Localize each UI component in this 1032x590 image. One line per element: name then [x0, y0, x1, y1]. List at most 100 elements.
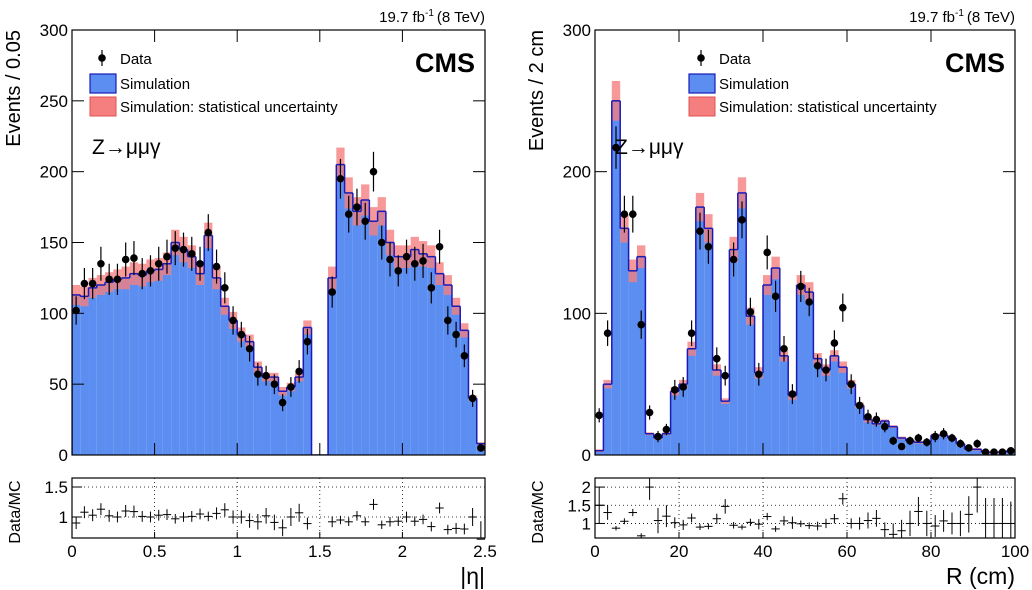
- simulation-bar: [830, 355, 839, 455]
- data-point: [386, 255, 394, 264]
- lumi-sup: -1: [425, 8, 434, 19]
- y-tick-label: 0: [582, 446, 591, 465]
- simulation-bar: [195, 273, 205, 455]
- data-point: [797, 282, 805, 291]
- simulation-bar: [712, 370, 721, 455]
- data-point: [662, 425, 671, 434]
- legend-label: Data: [719, 51, 751, 68]
- data-point: [419, 257, 427, 265]
- simulation-bar: [171, 242, 180, 455]
- simulation-bar: [402, 256, 411, 455]
- simulation-bar: [96, 285, 106, 455]
- data-point: [410, 259, 419, 268]
- simulation-bar: [361, 200, 370, 455]
- data-point: [72, 306, 80, 315]
- simulation-bar: [805, 292, 814, 455]
- data-point: [939, 429, 948, 438]
- simulation-bar: [80, 296, 89, 455]
- ratio-frame: [71, 477, 486, 539]
- simulation-bar: [838, 367, 847, 455]
- data-point: [303, 337, 312, 346]
- simulation-bar: [427, 256, 436, 455]
- simulation-bar: [138, 275, 147, 455]
- ratio-frame: [594, 477, 1016, 539]
- simulation-bar: [679, 384, 688, 455]
- data-point: [468, 394, 477, 403]
- x-tick-label: 20: [670, 542, 689, 561]
- data-point: [755, 370, 763, 379]
- data-point: [847, 380, 855, 388]
- lumi-energy: (8 TeV): [967, 9, 1015, 26]
- simulation-bar: [670, 391, 679, 455]
- simulation-bar: [796, 285, 805, 455]
- y-tick-label: 300: [40, 21, 68, 40]
- data-point: [154, 259, 163, 268]
- simulation-bar: [352, 211, 362, 455]
- data-point: [212, 262, 221, 271]
- simulation-bar: [973, 449, 982, 455]
- simulation-bar: [286, 387, 296, 455]
- data-point: [254, 370, 262, 379]
- simulation-bar: [922, 442, 931, 455]
- legend-uncertainty: [688, 96, 716, 117]
- simulation-bar: [704, 228, 713, 455]
- data-point: [196, 259, 204, 268]
- data-point: [278, 398, 287, 407]
- legend-label: Simulation: statistical uncertainty: [120, 99, 338, 116]
- simulation-bar: [336, 164, 345, 455]
- simulation-bar: [377, 211, 386, 455]
- simulation-bar: [872, 423, 881, 455]
- data-point: [990, 448, 998, 455]
- data-point: [822, 366, 830, 374]
- legend-label: Simulation: [719, 76, 789, 93]
- data-point: [872, 415, 881, 424]
- x-tick-label: 40: [754, 542, 773, 561]
- annotation: Z→μμγ: [92, 136, 161, 159]
- data-point: [855, 401, 864, 410]
- plot-frame: [594, 29, 1016, 456]
- lumi-label: 19.7 fb-1 (8 TeV): [379, 8, 485, 26]
- data-point: [805, 298, 813, 306]
- logo: CMS: [415, 48, 475, 78]
- data-point: [336, 174, 345, 183]
- data-point: [262, 371, 270, 380]
- legend-data-marker: [98, 54, 106, 62]
- data-point: [171, 244, 180, 252]
- x-tick-label: 2: [398, 542, 407, 561]
- data-point: [229, 316, 237, 325]
- data-point: [221, 284, 229, 292]
- data-point: [452, 330, 460, 339]
- data-point: [704, 242, 713, 251]
- data-point: [981, 448, 990, 455]
- simulation-bar: [146, 270, 155, 455]
- simulation-bar: [261, 377, 271, 455]
- simulation-bar: [880, 421, 889, 455]
- simulation-bar: [328, 277, 337, 455]
- ratio-area: [598, 478, 1012, 538]
- simulation-bar: [821, 370, 831, 455]
- ratio-y-tick-label: 1.5: [44, 478, 68, 497]
- x-tick-label: 0: [67, 542, 76, 561]
- data-point: [746, 308, 755, 316]
- y-axis-title: Events / 0.05: [3, 30, 25, 147]
- simulation-bar: [653, 438, 663, 455]
- x-tick-label: 0.5: [143, 542, 167, 561]
- data-point: [435, 242, 444, 251]
- data-point: [353, 203, 361, 211]
- data-point: [187, 250, 196, 258]
- simulation-bar: [956, 443, 965, 455]
- simulation-bar: [460, 330, 469, 455]
- data-point: [130, 254, 138, 262]
- ratio-y-tick-label: 1: [582, 514, 591, 533]
- data-point: [113, 275, 122, 284]
- simulation-bar: [129, 273, 139, 455]
- ratio-y-tick-label: 1.5: [567, 496, 591, 515]
- plot-area: [72, 147, 485, 455]
- simulation-bar: [154, 269, 163, 455]
- y-tick-label: 300: [563, 21, 591, 40]
- simulation-bar: [369, 221, 378, 455]
- simulation-bar: [637, 256, 646, 455]
- legend-label: Data: [120, 51, 152, 68]
- data-point: [830, 339, 839, 347]
